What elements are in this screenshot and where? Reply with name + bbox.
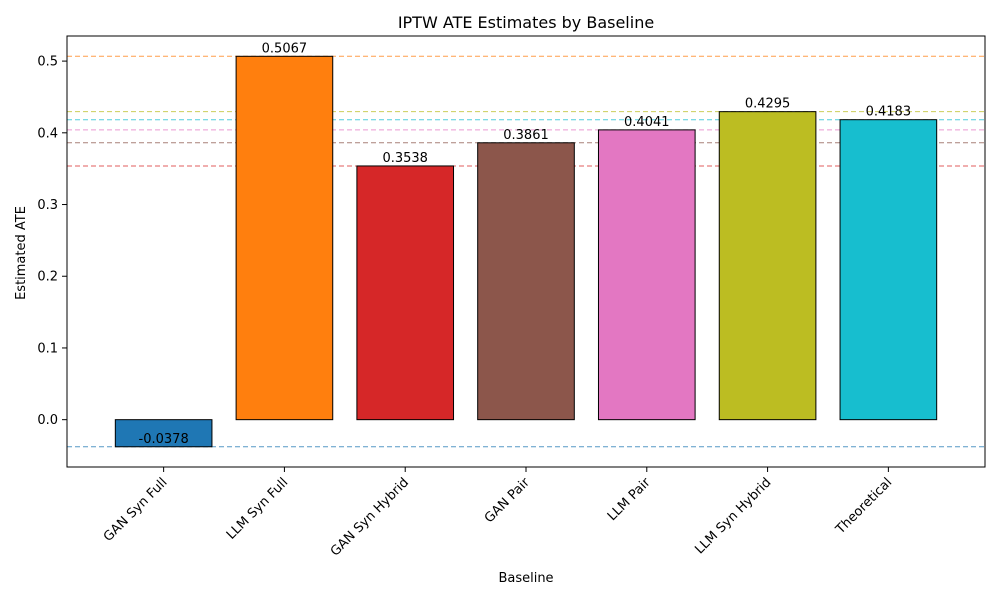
x-tick-label: LLM Syn Hybrid [692,475,774,557]
y-tick-label: 0.2 [37,270,58,285]
bar [718,111,817,421]
x-axis: GAN Syn Full LLM Syn Full GAN Syn Hybrid GA… [101,467,895,559]
bar-value-label: 0.3538 [382,151,428,166]
x-tick-label: LLM Pair [605,475,654,524]
y-tick-label: 0.3 [37,198,58,213]
x-tick-label: GAN Syn Full [101,475,171,545]
bars [114,55,938,448]
bar-value-labels: -0.0378 0.5067 0.3538 0.3861 0.4041 0.4295 0.4… [139,41,912,446]
y-axis-label: Estimated ATE [14,206,29,300]
y-tick-label: 0.5 [37,55,58,70]
y-tick-label: 0.1 [37,341,58,356]
bar-value-label: 0.5067 [262,41,308,56]
bar [235,55,334,421]
x-axis-label: Baseline [498,571,553,586]
bar [597,129,696,421]
y-axis: 0.0 0.1 0.2 0.3 0.4 0.5 [37,55,67,428]
plot-frame [66,35,986,468]
x-tick-label: GAN Syn Hybrid [328,475,412,559]
bar-value-label: 0.4295 [745,97,791,112]
chart-title: IPTW ATE Estimates by Baseline [398,13,654,32]
bar [356,165,455,421]
y-tick-label: 0.4 [37,126,58,141]
bar-value-label: 0.4041 [624,115,670,130]
bar [477,142,575,421]
bar-value-label: 0.3861 [503,128,549,143]
y-tick-label: 0.0 [37,413,58,428]
x-tick-label: Theoretical [833,475,896,538]
bar-value-label: 0.4183 [866,105,912,120]
bar-value-label: -0.0378 [139,432,189,447]
x-tick-label: LLM Syn Full [224,475,291,542]
x-tick-label: GAN Pair [482,475,533,526]
bar [114,419,213,448]
bar [839,119,938,421]
